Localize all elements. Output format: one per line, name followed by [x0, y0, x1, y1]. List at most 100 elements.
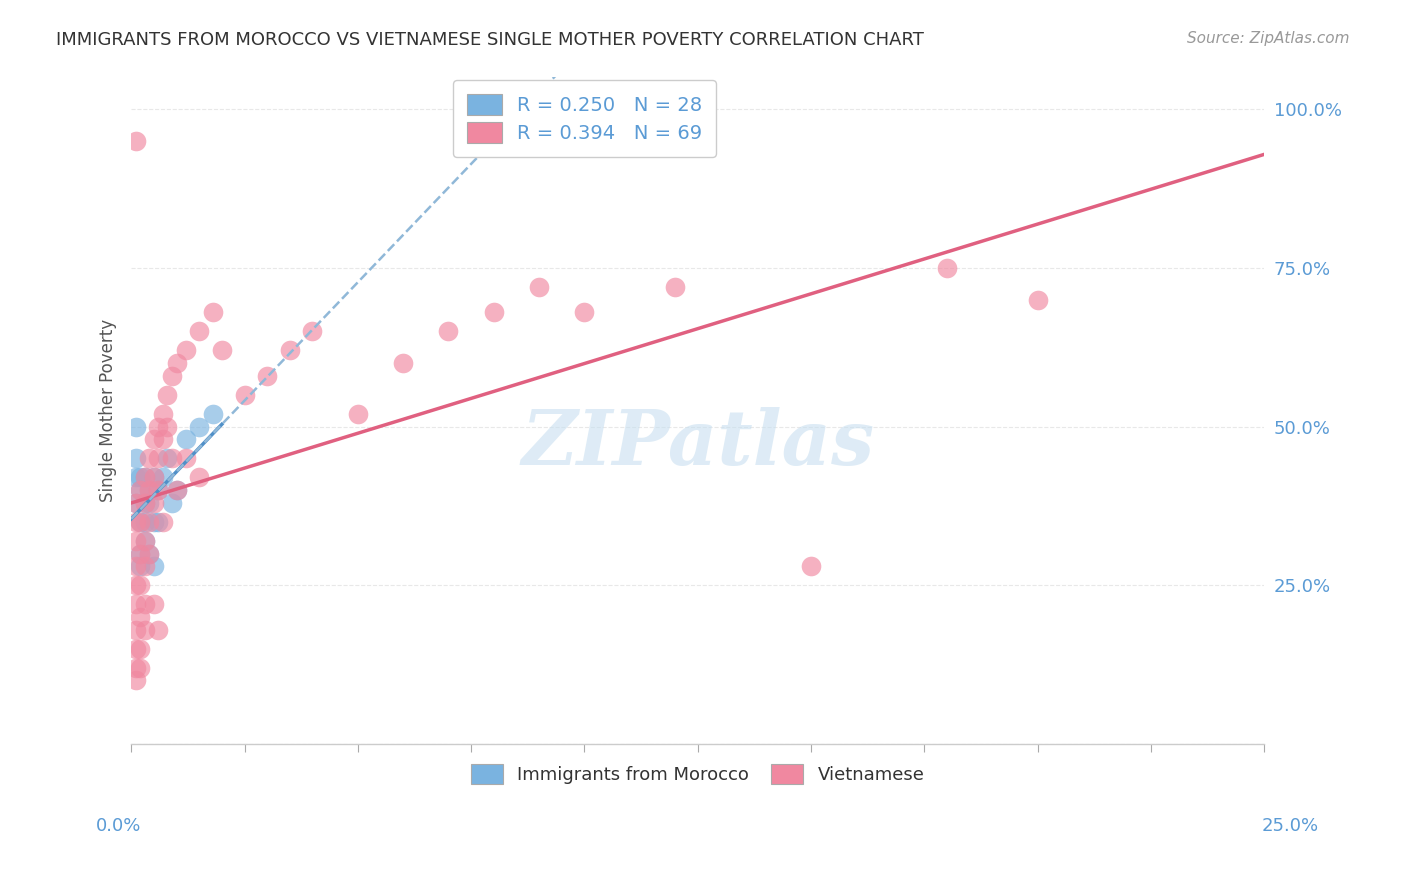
Point — [125, 470, 148, 484]
Point — [129, 661, 152, 675]
Point — [125, 134, 148, 148]
Point — [138, 515, 160, 529]
Point — [134, 559, 156, 574]
Point — [233, 388, 256, 402]
Point — [129, 559, 152, 574]
Point — [201, 305, 224, 319]
Point — [152, 470, 174, 484]
Point — [174, 451, 197, 466]
Point — [1026, 293, 1049, 307]
Point — [125, 533, 148, 548]
Point — [256, 368, 278, 383]
Point — [482, 305, 505, 319]
Point — [174, 432, 197, 446]
Point — [142, 496, 165, 510]
Point — [138, 547, 160, 561]
Point — [148, 623, 170, 637]
Point — [148, 515, 170, 529]
Point — [138, 483, 160, 497]
Point — [134, 470, 156, 484]
Point — [134, 470, 156, 484]
Point — [129, 483, 152, 497]
Point — [664, 280, 686, 294]
Point — [152, 515, 174, 529]
Point — [148, 451, 170, 466]
Point — [156, 451, 179, 466]
Point — [125, 623, 148, 637]
Point — [125, 641, 148, 656]
Point — [129, 578, 152, 592]
Point — [142, 597, 165, 611]
Legend: Immigrants from Morocco, Vietnamese: Immigrants from Morocco, Vietnamese — [460, 754, 935, 795]
Point — [160, 496, 183, 510]
Point — [138, 483, 160, 497]
Point — [527, 280, 550, 294]
Point — [301, 324, 323, 338]
Point — [134, 597, 156, 611]
Point — [148, 483, 170, 497]
Text: ZIPatlas: ZIPatlas — [522, 407, 875, 481]
Point — [166, 483, 188, 497]
Point — [188, 324, 211, 338]
Point — [148, 419, 170, 434]
Point — [125, 597, 148, 611]
Point — [125, 673, 148, 688]
Point — [174, 343, 197, 358]
Point — [160, 368, 183, 383]
Point — [125, 578, 148, 592]
Point — [134, 496, 156, 510]
Point — [129, 547, 152, 561]
Point — [800, 559, 823, 574]
Point — [142, 559, 165, 574]
Point — [346, 407, 368, 421]
Point — [142, 470, 165, 484]
Point — [138, 451, 160, 466]
Point — [166, 483, 188, 497]
Point — [125, 559, 148, 574]
Point — [152, 432, 174, 446]
Text: 25.0%: 25.0% — [1261, 817, 1319, 835]
Point — [138, 547, 160, 561]
Point — [129, 547, 152, 561]
Point — [129, 483, 152, 497]
Point — [437, 324, 460, 338]
Point — [134, 623, 156, 637]
Point — [152, 407, 174, 421]
Point — [142, 432, 165, 446]
Point — [134, 515, 156, 529]
Point — [278, 343, 301, 358]
Point — [129, 515, 152, 529]
Point — [935, 260, 957, 275]
Point — [188, 419, 211, 434]
Point — [142, 515, 165, 529]
Point — [129, 610, 152, 624]
Point — [134, 496, 156, 510]
Point — [574, 305, 596, 319]
Point — [142, 470, 165, 484]
Text: IMMIGRANTS FROM MOROCCO VS VIETNAMESE SINGLE MOTHER POVERTY CORRELATION CHART: IMMIGRANTS FROM MOROCCO VS VIETNAMESE SI… — [56, 31, 924, 49]
Point — [129, 515, 152, 529]
Point — [125, 451, 148, 466]
Point — [134, 533, 156, 548]
Y-axis label: Single Mother Poverty: Single Mother Poverty — [100, 319, 117, 502]
Point — [211, 343, 233, 358]
Point — [125, 515, 148, 529]
Point — [129, 470, 152, 484]
Text: 0.0%: 0.0% — [96, 817, 141, 835]
Point — [188, 470, 211, 484]
Point — [160, 451, 183, 466]
Point — [138, 496, 160, 510]
Point — [201, 407, 224, 421]
Point — [125, 661, 148, 675]
Point — [156, 388, 179, 402]
Point — [156, 419, 179, 434]
Text: Source: ZipAtlas.com: Source: ZipAtlas.com — [1187, 31, 1350, 46]
Point — [125, 496, 148, 510]
Point — [148, 483, 170, 497]
Point — [392, 356, 415, 370]
Point — [134, 533, 156, 548]
Point — [129, 641, 152, 656]
Point — [125, 496, 148, 510]
Point — [166, 356, 188, 370]
Point — [125, 419, 148, 434]
